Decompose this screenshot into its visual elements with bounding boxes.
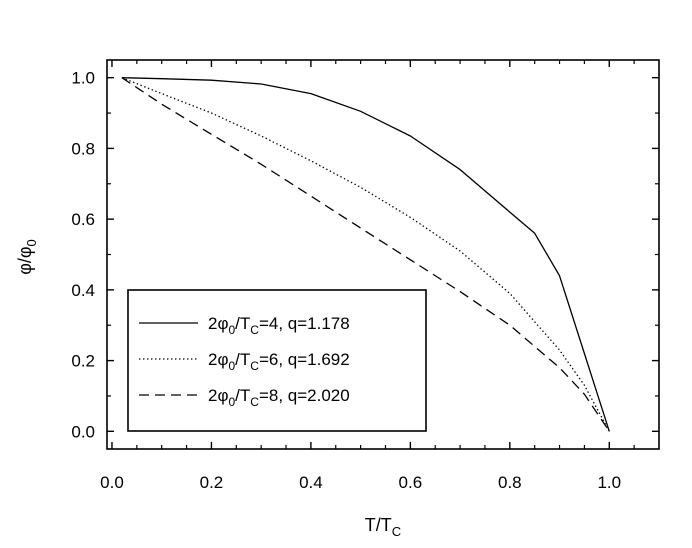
series-line-2 <box>121 77 610 432</box>
legend-label-1: 2φ0/TC=4, q=1.178 <box>208 314 350 337</box>
x-tick-label: 0.8 <box>498 473 522 492</box>
x-tick-label: 0.0 <box>100 473 124 492</box>
y-axis-label: φ/φ0 <box>15 239 39 275</box>
y-tick-label: 1.0 <box>71 69 95 88</box>
series-line-1 <box>121 77 610 432</box>
legend-label-2: 2φ0/TC=6, q=1.692 <box>208 350 350 373</box>
legend-box <box>127 289 427 432</box>
y-tick-label: 0.0 <box>71 422 95 441</box>
x-tick-label: 1.0 <box>597 473 621 492</box>
series-lines <box>121 77 610 432</box>
x-tick-label: 0.6 <box>399 473 423 492</box>
x-axis-label: T/TC <box>365 515 401 539</box>
axis-ticks: 0.0 0.2 0.4 0.6 0.8 1.0 0.0 0.2 0.4 0.6 0.8 1.0 <box>71 60 659 492</box>
y-tick-label: 0.8 <box>71 139 95 158</box>
y-tick-label: 0.6 <box>71 210 95 229</box>
legend: 2φ0/TC=4, q=1.178 2φ0/TC=6, q=1.692 2φ0/TC… <box>127 289 427 432</box>
x-tick-label: 0.4 <box>299 473 323 492</box>
x-tick-label: 0.2 <box>200 473 224 492</box>
legend-label-3: 2φ0/TC=8, q=2.020 <box>208 386 350 409</box>
series-line-3 <box>121 77 610 432</box>
y-tick-label: 0.4 <box>71 281 95 300</box>
y-tick-label: 0.2 <box>71 352 95 371</box>
